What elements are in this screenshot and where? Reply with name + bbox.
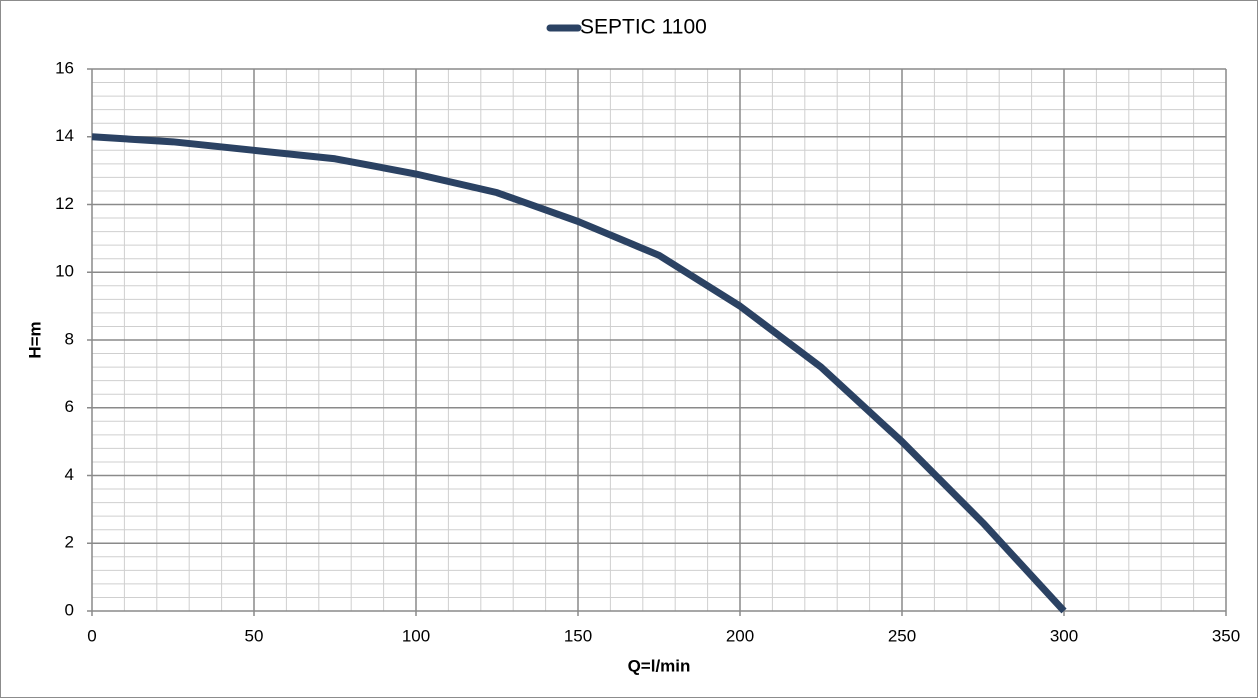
x-tick-label: 350 xyxy=(1212,626,1240,645)
y-tick-label: 14 xyxy=(55,126,74,145)
y-tick-label: 10 xyxy=(55,262,74,281)
x-tick-label: 150 xyxy=(564,626,592,645)
x-tick-label: 50 xyxy=(245,626,264,645)
x-tick-label: 250 xyxy=(888,626,916,645)
major-grid xyxy=(87,68,1227,616)
x-axis-title: Q=l/min xyxy=(628,656,691,675)
y-tick-label: 6 xyxy=(65,397,74,416)
x-tick-label: 0 xyxy=(87,626,96,645)
x-tick-label: 100 xyxy=(402,626,430,645)
x-tick-label: 200 xyxy=(726,626,754,645)
y-axis-title: H=m xyxy=(25,321,44,358)
x-tick-label: 300 xyxy=(1050,626,1078,645)
y-tick-label: 12 xyxy=(55,194,74,213)
legend-label: SEPTIC 1100 xyxy=(580,16,707,39)
y-tick-label: 4 xyxy=(65,465,74,484)
y-tick-label: 2 xyxy=(65,533,74,552)
y-tick-label: 0 xyxy=(65,600,74,619)
data-line xyxy=(91,133,1067,614)
y-tick-label: 8 xyxy=(65,329,74,348)
y-tick-label: 16 xyxy=(55,58,74,77)
